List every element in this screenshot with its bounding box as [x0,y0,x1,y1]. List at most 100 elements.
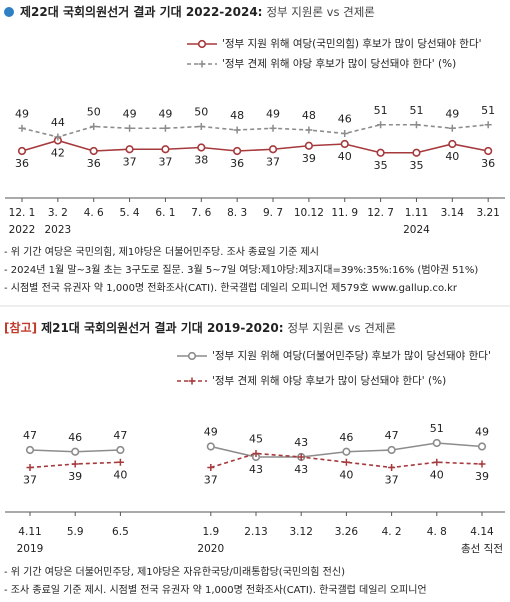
point-marker [412,148,421,157]
point-marker [198,60,206,68]
point-marker [207,464,215,471]
legend-label: '정부 지원 위해 여당(국민의힘) 후보가 많이 당선돼야 한다' [222,37,482,50]
data-label: 36 [87,157,101,170]
point-marker [377,121,385,129]
point-marker [340,139,349,149]
point-marker [388,464,396,471]
x-tick-label: 8. 3 [227,207,247,219]
x-tick-label: 3.21 [476,207,499,219]
point-marker [342,458,350,466]
x-sublabel: 총선 직전 [461,543,503,555]
note: - 2024년 1월 말~3월 초는 3구도로 질문. 3월 5~7일 여당:제… [4,264,478,276]
point-marker [448,139,457,149]
point-marker [433,458,441,466]
data-label: 50 [87,106,101,119]
x-tick-label: 6. 1 [155,207,175,219]
data-label: 43 [294,436,308,449]
series-line [21,139,489,154]
data-label: 45 [249,433,263,446]
x-tick-label: 5. 4 [120,207,140,219]
point-marker [197,123,205,130]
x-tick-label: 2.13 [244,526,267,538]
data-label: 37 [158,155,172,168]
x-tick-label: 3.14 [441,207,465,219]
point-marker [188,377,196,385]
point-marker [116,445,125,455]
data-label: 39 [475,470,489,483]
x-tick-label: 11. 9 [331,207,358,219]
point-marker [197,143,206,152]
data-label: 42 [51,147,65,160]
point-marker [90,123,98,130]
x-sublabel: 2022 [9,224,36,236]
x-sublabel: 2023 [44,224,71,236]
data-label: 39 [302,152,316,165]
data-label: 51 [430,422,444,435]
data-label: 40 [430,468,444,481]
x-tick-label: 3.12 [290,526,313,538]
data-label: 40 [445,150,459,163]
data-label: 40 [113,468,127,481]
data-label: 46 [68,431,82,444]
x-sublabel: 2024 [403,224,430,236]
x-tick-label: 4.14 [470,526,494,538]
x-tick-label: 4. 6 [84,207,104,219]
data-label: 46 [339,431,353,444]
point-marker [478,460,486,468]
point-marker [116,458,124,466]
point-marker [161,145,170,154]
title-main: 제22대 국회의원선거 결과 기대 2022-2024: [20,4,262,19]
point-marker [25,445,35,455]
title-sub: 정부 지원론 vs 견제론 [288,321,396,335]
x-tick-label: 5.9 [67,526,84,538]
x-tick-label: 1.9 [202,526,219,538]
data-label: 40 [338,150,352,163]
data-label: 49 [123,107,137,120]
data-label: 36 [15,157,29,170]
data-label: 47 [113,429,127,442]
legend-label: '정부 견제 위해 야당 후보가 많이 당선돼야 한다' (%) [212,374,446,387]
point-marker [233,126,241,134]
x-tick-label: 7. 6 [191,207,211,219]
x-sublabel: 2020 [197,543,224,555]
point-marker [484,121,492,129]
point-marker [125,145,134,154]
data-label: 49 [204,426,218,439]
legend-label: '정부 지원 위해 여당(더불어민주당) 후보가 많이 당선돼야 한다' [212,349,491,362]
x-tick-label: 9. 7 [263,207,283,219]
data-label: 37 [204,474,218,487]
data-label: 51 [409,104,423,117]
note: - 조사 종료일 기준 제시. 시점별 전국 유권자 약 1,000명 전화조사… [4,584,427,596]
x-tick-label: 4. 2 [382,526,402,538]
data-label: 50 [194,106,208,119]
data-label: 48 [302,109,316,122]
data-label: 35 [409,159,423,172]
data-label: 38 [194,154,208,167]
data-label: 35 [374,159,388,172]
x-tick-label: 4.11 [18,526,41,538]
point-marker [18,124,26,132]
point-marker [71,447,80,456]
series-line [21,123,489,138]
x-tick-label: 4. 8 [427,526,447,538]
point-marker [387,445,396,455]
x-tick-label: 10.12 [294,207,324,219]
title-main: 제21대 국회의원선거 결과 기대 2019-2020: [41,320,283,335]
point-marker [376,148,385,157]
data-label: 51 [374,104,388,117]
data-label: 49 [15,107,29,120]
point-marker [477,442,487,451]
data-label: 39 [68,470,82,483]
point-marker [54,133,62,141]
point-marker [187,351,197,361]
note: - 위 기간 여당은 더불어민주당, 제1야당은 자유한국당/미래통합당(국민의… [4,565,345,578]
point-marker [432,438,441,448]
x-tick-label: 3. 2 [48,207,68,219]
data-label: 37 [23,474,37,487]
point-marker [304,141,313,150]
point-marker [484,146,493,156]
point-marker [252,450,260,457]
